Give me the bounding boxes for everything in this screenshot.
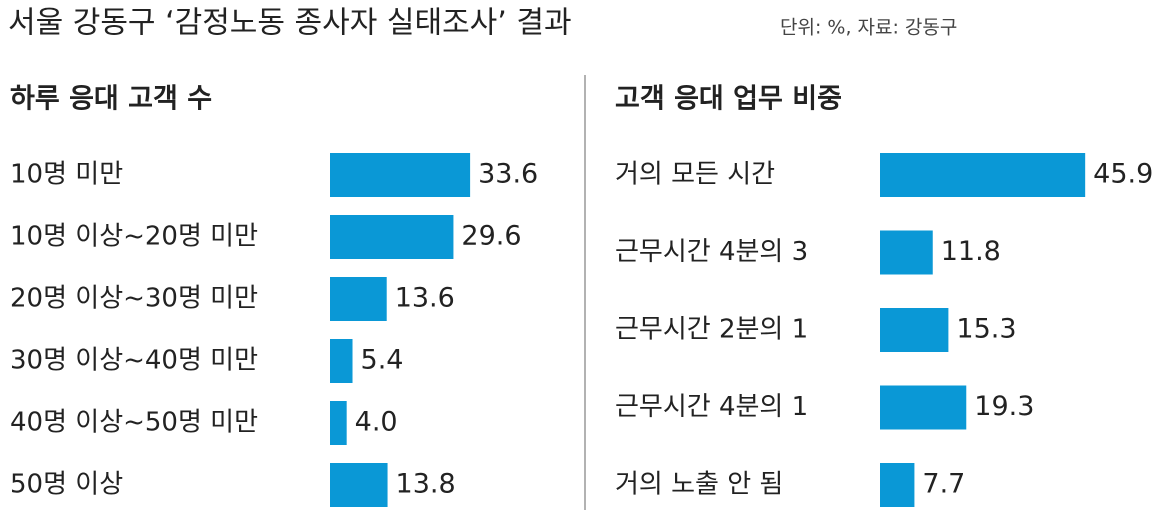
category-label: 근무시간 4분의 3 bbox=[615, 237, 808, 267]
category-label: 10명 이상~20명 미만 bbox=[10, 222, 258, 252]
category-label: 50명 이상 bbox=[10, 470, 123, 500]
bar bbox=[330, 463, 388, 507]
value-label: 45.9 bbox=[1093, 159, 1153, 190]
category-label: 근무시간 2분의 1 bbox=[615, 315, 808, 345]
bar bbox=[330, 215, 454, 259]
category-label: 근무시간 4분의 1 bbox=[615, 392, 808, 422]
bar bbox=[330, 277, 387, 321]
value-label: 7.7 bbox=[922, 469, 965, 500]
bar bbox=[880, 385, 967, 430]
category-label: 거의 모든 시간 bbox=[615, 160, 775, 190]
chart-title: 고객 응대 업무 비중 bbox=[615, 84, 842, 115]
bar bbox=[880, 463, 915, 507]
value-label: 33.6 bbox=[478, 159, 538, 190]
bar bbox=[880, 153, 1086, 197]
bar bbox=[330, 401, 347, 445]
bar bbox=[330, 339, 353, 383]
value-label: 4.0 bbox=[355, 407, 398, 438]
category-label: 40명 이상~50명 미만 bbox=[10, 408, 258, 438]
category-label: 10명 미만 bbox=[10, 160, 123, 190]
value-label: 11.8 bbox=[941, 236, 1001, 267]
chart-title: 하루 응대 고객 수 bbox=[10, 84, 212, 115]
bar bbox=[880, 308, 949, 352]
bar bbox=[880, 230, 933, 275]
value-label: 13.8 bbox=[396, 469, 456, 500]
value-label: 29.6 bbox=[461, 221, 521, 252]
value-label: 19.3 bbox=[974, 391, 1034, 422]
value-label: 5.4 bbox=[361, 345, 404, 376]
page-note: 단위: %, 자료: 강동구 bbox=[780, 17, 957, 39]
bar bbox=[330, 153, 471, 197]
page-title: 서울 강동구 ‘감정노동 종사자 실태조사’ 결과 bbox=[8, 6, 572, 41]
category-label: 거의 노출 안 됨 bbox=[615, 470, 783, 500]
category-label: 20명 이상~30명 미만 bbox=[10, 284, 258, 314]
value-label: 15.3 bbox=[956, 314, 1016, 345]
value-label: 13.6 bbox=[395, 283, 455, 314]
category-label: 30명 이상~40명 미만 bbox=[10, 346, 258, 376]
